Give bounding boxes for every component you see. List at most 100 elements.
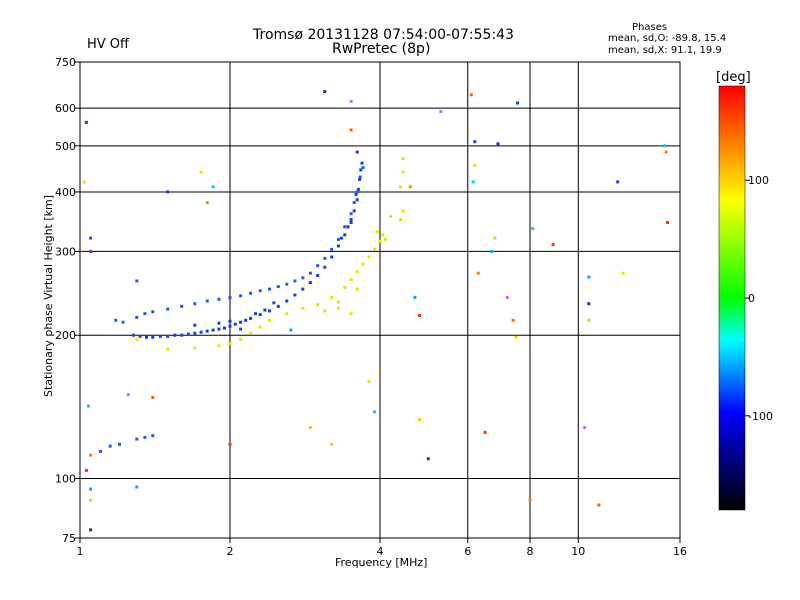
data-point: [138, 334, 142, 338]
data-point: [483, 430, 487, 434]
data-point: [381, 233, 385, 237]
data-point: [330, 255, 334, 259]
data-point: [308, 281, 312, 285]
x-tick-label: 1: [77, 545, 84, 558]
data-point: [143, 312, 147, 316]
data-point: [239, 337, 243, 341]
data-point: [426, 457, 430, 461]
data-point: [349, 128, 353, 132]
data-point: [616, 180, 620, 184]
chart-title: Tromsø 20131128 07:54:00-07:55:43: [253, 27, 514, 43]
data-point: [84, 468, 88, 472]
data-point: [493, 236, 497, 240]
data-point: [217, 321, 221, 325]
data-point: [193, 302, 197, 306]
data-point: [211, 185, 215, 189]
data-point: [289, 328, 293, 332]
data-point: [356, 187, 360, 191]
data-point: [233, 322, 237, 326]
data-point: [349, 312, 353, 316]
data-point: [323, 90, 327, 94]
data-point: [89, 236, 93, 240]
data-point: [276, 304, 280, 308]
data-point: [114, 318, 118, 322]
data-point: [343, 225, 347, 229]
data-point: [228, 319, 232, 323]
data-point: [223, 326, 226, 330]
data-point: [145, 335, 148, 339]
colorbar-label: [deg]: [716, 70, 751, 85]
hv-status: HV Off: [87, 37, 129, 52]
data-point: [166, 190, 170, 194]
data-point: [217, 344, 221, 348]
data-point: [151, 335, 155, 339]
data-point: [268, 318, 271, 322]
data-point: [330, 442, 334, 446]
data-point: [239, 327, 243, 331]
data-point: [355, 287, 359, 291]
data-point: [89, 487, 93, 491]
data-point: [346, 225, 350, 229]
colorbar-tick-label: 100: [748, 174, 769, 187]
data-point: [301, 287, 305, 291]
data-point: [383, 237, 387, 241]
data-point: [87, 404, 90, 408]
data-point: [166, 347, 170, 351]
data-point: [401, 170, 405, 174]
data-point: [401, 209, 405, 213]
data-point: [131, 333, 135, 337]
data-point: [301, 276, 305, 280]
data-point: [354, 193, 358, 196]
data-point: [621, 271, 625, 275]
data-point: [272, 301, 276, 305]
data-point: [490, 249, 494, 253]
data-point: [551, 243, 555, 247]
data-point: [330, 247, 334, 251]
data-point: [285, 299, 289, 303]
data-point: [336, 300, 340, 304]
data-point: [205, 299, 209, 303]
data-point: [228, 342, 232, 346]
data-point: [108, 444, 112, 448]
colorbar-tick-label: 0: [748, 292, 755, 305]
data-point: [355, 270, 359, 274]
data-point: [349, 218, 353, 222]
data-point: [413, 296, 417, 299]
data-point: [323, 256, 327, 260]
data-point: [205, 201, 209, 205]
data-point: [217, 327, 221, 331]
data-point: [301, 306, 305, 310]
y-tick-label: 400: [55, 186, 76, 199]
data-point: [587, 318, 591, 322]
data-point: [663, 144, 667, 148]
data-point: [316, 264, 320, 268]
data-point: [193, 346, 197, 350]
data-point: [349, 277, 353, 281]
data-point: [316, 303, 320, 307]
phases-o-line: mean, sd,O: -89.8, 15.4: [608, 33, 727, 44]
data-point: [268, 287, 271, 291]
data-point: [587, 302, 591, 306]
data-point: [118, 442, 121, 446]
data-point: [336, 306, 340, 310]
data-point: [373, 247, 376, 251]
data-point: [268, 309, 271, 313]
data-point: [82, 180, 86, 184]
y-tick-label: 750: [55, 56, 76, 69]
data-point: [496, 142, 500, 146]
data-point: [399, 218, 403, 222]
data-point: [263, 308, 267, 312]
data-point: [285, 312, 289, 316]
data-point: [514, 335, 518, 339]
data-point: [355, 190, 359, 194]
data-point: [285, 282, 289, 286]
x-tick-label: 2: [227, 545, 234, 558]
data-point: [180, 304, 184, 308]
data-point: [323, 309, 327, 313]
data-point: [516, 101, 519, 105]
data-point: [316, 274, 320, 277]
data-point: [276, 285, 280, 289]
data-point: [473, 140, 477, 144]
phases-x-line: mean, sd,X: 91.1, 19.9: [608, 45, 722, 56]
